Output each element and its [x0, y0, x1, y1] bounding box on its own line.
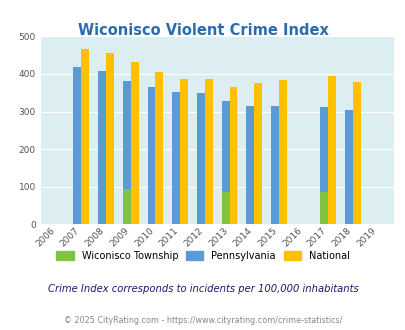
Legend: Wiconisco Township, Pennsylvania, National: Wiconisco Township, Pennsylvania, Nation… — [56, 251, 349, 261]
Bar — [196, 93, 205, 224]
Bar — [221, 192, 229, 224]
Bar — [320, 192, 328, 224]
Bar — [205, 79, 212, 224]
Bar — [278, 80, 286, 224]
Bar — [172, 92, 180, 224]
Bar — [106, 53, 114, 224]
Bar — [229, 87, 237, 224]
Text: Crime Index corresponds to incidents per 100,000 inhabitants: Crime Index corresponds to incidents per… — [47, 284, 358, 294]
Bar — [73, 67, 81, 224]
Bar — [147, 87, 155, 224]
Bar — [254, 83, 262, 224]
Bar — [123, 189, 130, 224]
Bar — [155, 72, 163, 224]
Bar — [180, 79, 188, 224]
Bar — [98, 71, 106, 224]
Bar — [320, 107, 328, 224]
Text: © 2025 CityRating.com - https://www.cityrating.com/crime-statistics/: © 2025 CityRating.com - https://www.city… — [64, 316, 341, 325]
Bar — [130, 62, 139, 224]
Bar — [344, 110, 352, 224]
Bar — [123, 82, 130, 224]
Bar — [246, 106, 254, 224]
Bar — [221, 101, 229, 224]
Bar — [328, 76, 335, 224]
Bar — [352, 82, 360, 224]
Text: Wiconisco Violent Crime Index: Wiconisco Violent Crime Index — [77, 23, 328, 38]
Bar — [271, 106, 278, 224]
Bar — [81, 49, 89, 224]
